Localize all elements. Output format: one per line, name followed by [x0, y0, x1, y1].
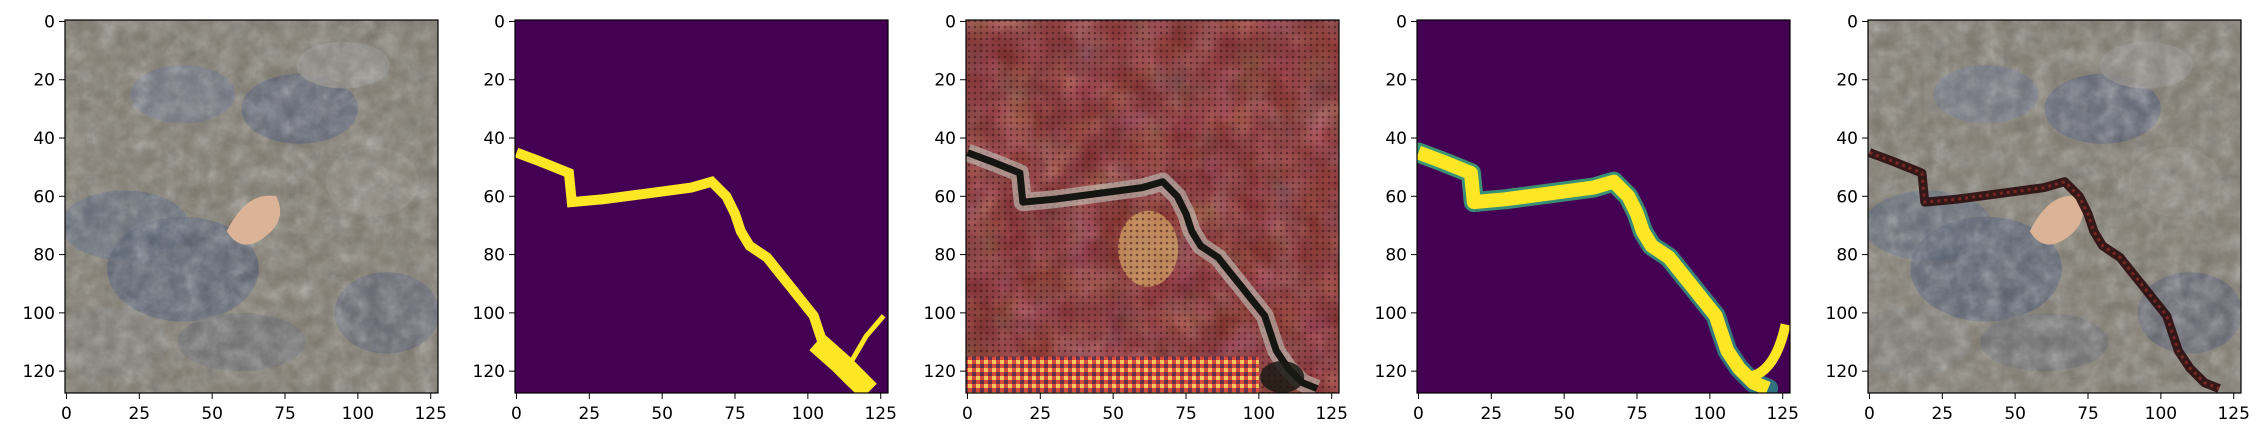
- predicted-crack: [1417, 146, 1771, 393]
- x-tick-label: 0: [962, 404, 973, 424]
- x-tick-label: 50: [1102, 404, 1124, 424]
- tan-stone: [2029, 195, 2084, 245]
- axes-frame: [1867, 19, 2242, 394]
- artifact-band: [966, 356, 1259, 393]
- y-tick-label: 120: [924, 362, 956, 382]
- y-tick-label: 80: [483, 246, 505, 266]
- x-tick-label: 100: [1243, 404, 1275, 424]
- y-tick-label: 80: [33, 246, 55, 266]
- y-tick-label: 20: [483, 71, 505, 91]
- x-tick-label: 75: [1175, 404, 1197, 424]
- y-tick-label: 100: [924, 304, 956, 324]
- y-tick-label: 120: [23, 362, 55, 382]
- y-tick-label: 40: [483, 129, 505, 149]
- y-tick-label: 60: [33, 187, 55, 207]
- y-tick-label: 20: [934, 71, 956, 91]
- x-tick-label: 75: [724, 404, 746, 424]
- panel-generated-image: 0 25 50 75 100 125 0 20 40 60 80 100 120: [924, 12, 1348, 424]
- y-tick-label: 120: [1375, 362, 1407, 382]
- y-tick-label: 80: [934, 246, 956, 266]
- x-tick-label: 100: [792, 404, 824, 424]
- y-tick-label: 120: [1826, 362, 1858, 382]
- y-tick-label: 20: [1836, 71, 1858, 91]
- y-tick-label: 100: [1826, 304, 1858, 324]
- y-tick-label: 20: [33, 71, 55, 91]
- y-tick-label: 0: [1396, 12, 1407, 32]
- x-tick-label: 75: [274, 404, 296, 424]
- axes-frame: [1416, 19, 1791, 394]
- y-tick-label: 40: [1385, 129, 1407, 149]
- y-tick-label: 20: [1385, 71, 1407, 91]
- x-tick-label: 25: [1931, 404, 1953, 424]
- x-tick-label: 0: [1413, 404, 1424, 424]
- y-tick-label: 60: [1836, 187, 1858, 207]
- x-tick-label: 25: [128, 404, 150, 424]
- generated-crack: [966, 149, 1319, 392]
- x-tick-label: 100: [342, 404, 374, 424]
- x-tick-label: 25: [1029, 404, 1051, 424]
- ground-truth-mask-image: [515, 20, 888, 393]
- y-tick-label: 60: [934, 187, 956, 207]
- y-tick-label: 40: [934, 129, 956, 149]
- y-tick-label: 80: [1385, 246, 1407, 266]
- y-tick-label: 0: [44, 12, 55, 32]
- overlay-image: [1868, 20, 2241, 393]
- tan-stone: [226, 195, 281, 245]
- panel-overlay: 0 25 50 75 100 125 0 20 40 60 80 100 120: [1826, 12, 2250, 424]
- axes-frame: [514, 19, 889, 394]
- x-tick-label: 0: [61, 404, 72, 424]
- panel-ground-truth-mask: 0 25 50 75 100 125 0 20 40 60 80 100 120: [473, 12, 897, 424]
- x-tick-label: 50: [1553, 404, 1575, 424]
- x-tick-label: 50: [2004, 404, 2026, 424]
- y-tick-label: 100: [473, 304, 505, 324]
- x-tick-label: 50: [201, 404, 223, 424]
- generated-image-image: [966, 20, 1339, 393]
- panel-predicted-mask: 0 25 50 75 100 125 0 20 40 60 80 100 120: [1375, 12, 1799, 424]
- axes-frame: [64, 19, 439, 394]
- x-tick-label: 75: [1626, 404, 1648, 424]
- x-tick-label: 25: [578, 404, 600, 424]
- input-image-image: [65, 20, 438, 393]
- y-tick-label: 80: [1836, 246, 1858, 266]
- axes-frame: [965, 19, 1340, 394]
- x-tick-label: 100: [1694, 404, 1726, 424]
- x-tick-label: 0: [511, 404, 522, 424]
- x-tick-label: 125: [1766, 404, 1798, 424]
- x-tick-label: 100: [2145, 404, 2177, 424]
- y-tick-label: 0: [494, 12, 505, 32]
- x-tick-label: 125: [414, 404, 446, 424]
- y-tick-label: 60: [483, 187, 505, 207]
- x-tick-label: 125: [1315, 404, 1347, 424]
- y-tick-label: 100: [23, 304, 55, 324]
- y-tick-label: 40: [33, 129, 55, 149]
- y-tick-label: 0: [1847, 12, 1858, 32]
- x-tick-label: 75: [2077, 404, 2099, 424]
- x-tick-label: 125: [2217, 404, 2249, 424]
- y-tick-label: 100: [1375, 304, 1407, 324]
- x-tick-label: 25: [1480, 404, 1502, 424]
- y-tick-label: 120: [473, 362, 505, 382]
- y-tick-label: 40: [1836, 129, 1858, 149]
- predicted-mask-image: [1417, 20, 1790, 393]
- x-tick-label: 50: [651, 404, 673, 424]
- x-tick-label: 0: [1864, 404, 1875, 424]
- y-tick-label: 0: [945, 12, 956, 32]
- y-tick-label: 60: [1385, 187, 1407, 207]
- panel-input-image: 0 25 50 75 100 125 0 20 40 60 80 100 120: [23, 12, 447, 424]
- x-tick-label: 125: [864, 404, 896, 424]
